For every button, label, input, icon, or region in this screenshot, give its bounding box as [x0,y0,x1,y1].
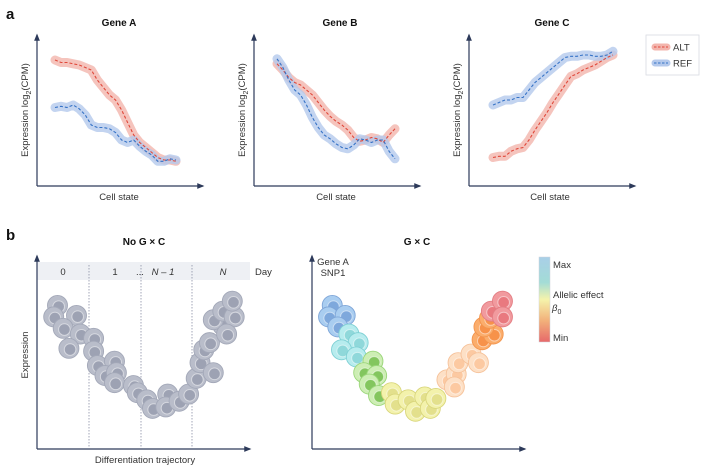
ref-line-gene-b [276,58,396,160]
legend-box [645,34,700,76]
gene-c-y-label: Expression log2(CPM) [452,63,465,157]
snp-annotation: SNP1 [321,268,346,279]
legend-item-ref: REF [651,59,692,70]
red-cell [492,290,513,312]
grey-cell [202,362,224,384]
gene-annotation: Gene A [317,257,349,268]
grey-cell [223,306,245,328]
grey-cell [58,337,80,359]
gene-c-x-label: Cell state [530,192,570,203]
legend-label-alt: ALT [673,43,690,54]
gene-b-y-label: Expression log2(CPM) [237,63,250,157]
day-label-n-minus-1: N – 1 [152,267,175,278]
peach-cell [467,352,489,374]
gene-c-chart: Gene C Cell state Expression log2(CPM) [452,18,637,203]
colorbar-mid-label: Allelic effect [553,290,604,301]
colorbar-beta-label: β0 [551,303,561,316]
yellow-cell [425,387,447,409]
panel-letter-a: a [6,6,15,23]
legend-label-ref: REF [673,59,692,70]
alt-halo-gene-a [50,55,181,166]
grey-cell [216,323,238,345]
gene-c-title: Gene C [534,18,569,29]
allelic-effect-colorbar: Max Allelic effect β0 Min [538,256,604,344]
red-cell [492,306,513,328]
gene-a-x-label: Cell state [99,192,139,203]
gene-b-title: Gene B [322,18,357,29]
gene-b-chart: Gene B Cell state Expression log2(CPM) [237,18,422,203]
gxc-diagram: G × C Gene A SNP1 Max Allelic effect β0 … [309,237,604,452]
ref-line-gene-a [54,104,177,162]
ref-line-gene-c [492,50,614,106]
peach-cell [443,376,465,398]
grey-cell [104,372,125,394]
gene-a-title: Gene A [102,18,137,29]
no-gxc-x-label: Differentiation trajectory [95,455,195,466]
gene-b-x-label: Cell state [316,192,356,203]
alt-halo-gene-b [272,59,400,147]
alt-line-gene-c [492,54,614,159]
day-label-0: 0 [60,267,65,278]
orange-cell [482,323,504,345]
day-label-1: 1 [112,267,117,278]
day-band [37,262,250,280]
grey-cell [52,317,74,339]
no-gxc-cells [43,290,245,419]
colorbar-min-label: Min [553,333,568,344]
no-gxc-y-label: Expression [20,332,31,379]
grey-cell [221,290,243,312]
panel-letter-b: b [6,227,15,244]
day-label-ellipsis: ... [136,267,144,278]
gene-a-chart: Gene A Cell state Expression log2(CPM) [20,18,205,203]
alt-line-gene-a [54,59,177,162]
alt-line-gene-b [276,63,396,144]
colorbar-max-label: Max [553,260,571,271]
colorbar-gradient [538,256,551,343]
gxc-cells [318,290,513,422]
legend: ALT REF [645,34,700,76]
no-gxc-title: No G × C [123,237,166,248]
legend-item-alt: ALT [651,43,690,54]
grey-cell [199,332,220,354]
gxc-title: G × C [404,237,430,248]
gene-a-y-label: Expression log2(CPM) [20,63,33,157]
no-gxc-diagram: No G × C 0 1 ... N – 1 N Day Expression … [20,237,272,466]
day-label-n: N [220,267,227,278]
day-header: Day [255,267,272,278]
